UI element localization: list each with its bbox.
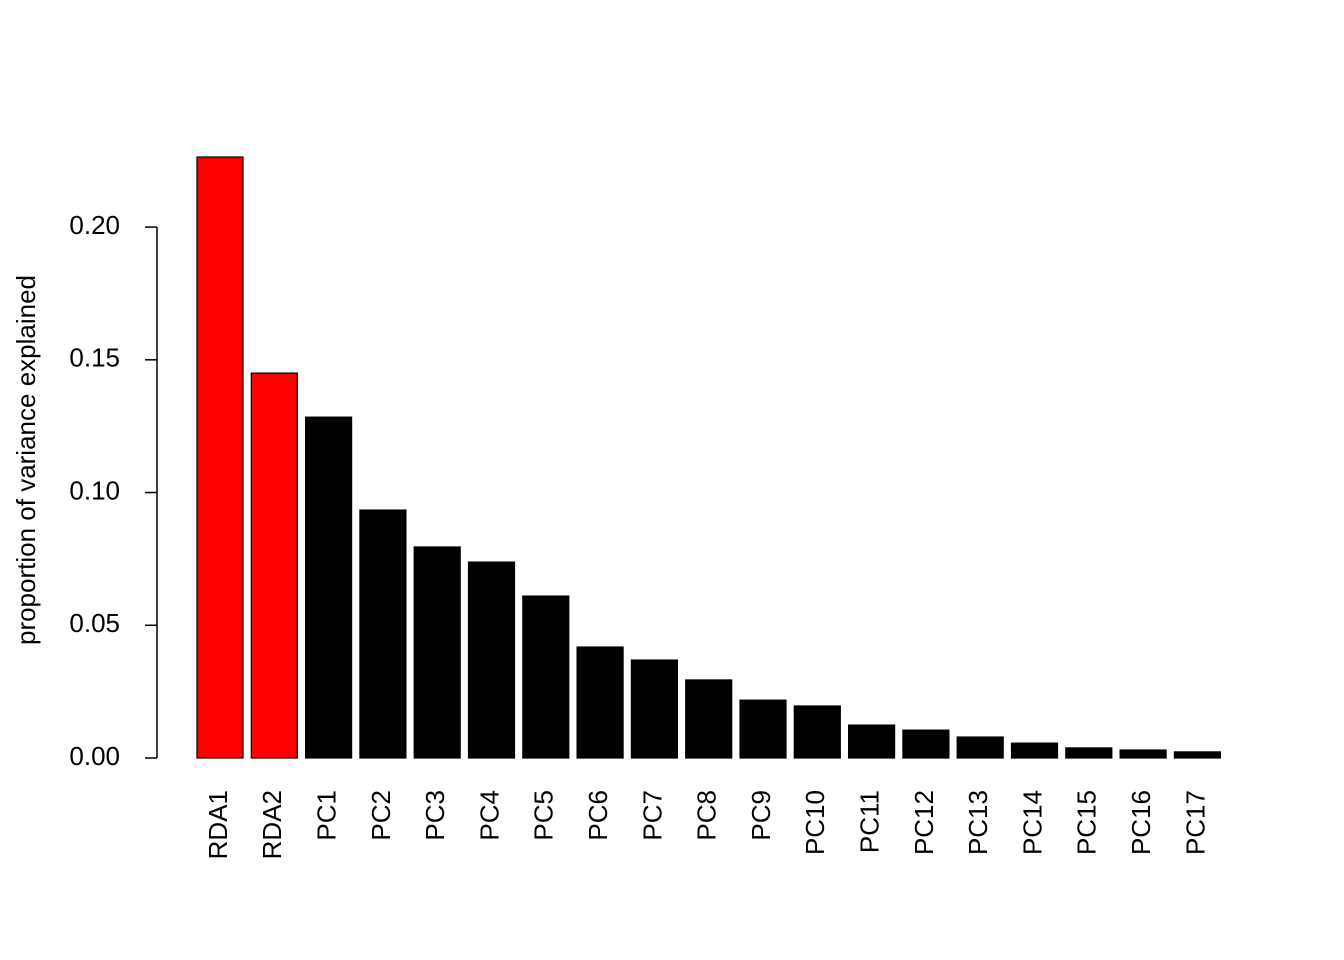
- x-tick-label: PC1: [311, 790, 341, 841]
- bar: [522, 595, 570, 759]
- x-tick-label: PC12: [909, 790, 939, 855]
- bar: [305, 416, 353, 759]
- y-tick-label: 0.05: [69, 608, 120, 638]
- bar: [250, 372, 298, 759]
- bar: [1065, 747, 1113, 759]
- y-tick-label: 0.10: [69, 475, 120, 505]
- bar: [576, 646, 624, 759]
- bar: [630, 659, 679, 759]
- x-tick-label: PC11: [854, 790, 884, 853]
- bar: [739, 699, 787, 759]
- bar: [902, 729, 950, 759]
- y-tick-label: 0.00: [69, 741, 120, 771]
- bar: [1173, 751, 1222, 759]
- x-tick-label: PC16: [1126, 790, 1156, 855]
- y-tick-label: 0.15: [69, 343, 120, 373]
- x-tick-label: PC8: [692, 790, 722, 841]
- x-tick-label: PC3: [420, 790, 450, 841]
- x-tick-label: RDA2: [257, 790, 287, 859]
- x-tick-label: PC7: [637, 790, 667, 841]
- bar: [467, 561, 516, 759]
- x-tick-label: PC2: [366, 790, 396, 841]
- x-tick-label: PC5: [529, 790, 559, 841]
- bar: [685, 679, 733, 759]
- x-tick-label: RDA1: [203, 790, 233, 859]
- x-tick-label: PC13: [963, 790, 993, 855]
- x-tick-label: PC17: [1180, 790, 1210, 855]
- bar: [847, 724, 896, 759]
- x-tick-label: PC6: [583, 790, 613, 841]
- bar: [359, 509, 407, 759]
- bar: [956, 736, 1004, 759]
- y-axis-label: proportion of variance explained: [11, 275, 41, 645]
- bar: [196, 156, 244, 759]
- bar: [793, 705, 841, 759]
- bar: [1119, 749, 1167, 759]
- bar: [413, 546, 461, 759]
- x-tick-label: PC9: [746, 790, 776, 841]
- x-tick-label: PC15: [1072, 790, 1102, 855]
- x-tick-label: PC4: [474, 790, 504, 841]
- x-tick-label: PC14: [1017, 790, 1047, 855]
- y-tick-label: 0.20: [69, 210, 120, 240]
- bar: [1010, 742, 1059, 759]
- x-tick-label: PC10: [800, 790, 830, 855]
